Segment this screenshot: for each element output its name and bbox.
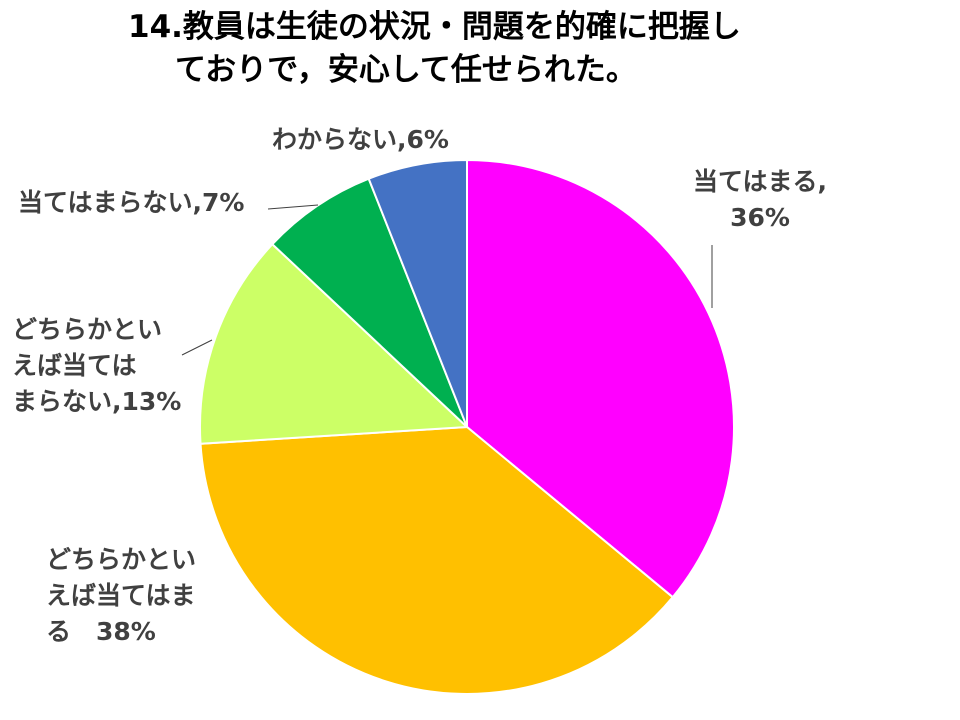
data-label-5-line-1: わからない,6%: [272, 125, 449, 154]
data-label-1-line-2: 36%: [730, 203, 790, 232]
pie-slice-3: [199, 242, 470, 445]
leader-line-4: [267, 204, 319, 210]
data-label-5: わからない,6%: [272, 125, 449, 154]
pie-slice-1: [466, 158, 735, 599]
data-label-2-line-1: どちらかとい: [46, 545, 196, 574]
data-labels: 当てはまる, 36%どちらかといえば当てはまる 38%どちらかといえば当てはまらな…: [12, 125, 827, 646]
data-label-3: どちらかといえば当てはまらない,13%: [12, 315, 181, 416]
data-label-3-line-2: えば当ては: [12, 351, 137, 380]
leader-lines: [181, 204, 713, 356]
pie-slice-5: [367, 158, 468, 428]
pie-slices: [199, 158, 735, 695]
pie-slice-2: [199, 425, 675, 695]
data-label-2: どちらかといえば当てはまる 38%: [46, 545, 196, 646]
data-label-3-line-1: どちらかとい: [12, 315, 162, 344]
chart-title-line-2: ておりで，安心して任せられた。: [175, 52, 637, 88]
pie-slice-4: [270, 177, 468, 428]
leader-line-3: [181, 339, 213, 356]
data-label-4: 当てはまらない,7%: [18, 188, 244, 217]
data-label-4-line-1: 当てはまらない,7%: [18, 188, 244, 217]
data-label-2-line-2: えば当てはま: [46, 581, 196, 610]
data-label-3-line-3: まらない,13%: [12, 387, 181, 416]
chart-title-line-1: 14.教員は生徒の状況・問題を的確に把握し: [128, 9, 741, 45]
data-label-1: 当てはまる, 36%: [693, 167, 827, 232]
chart-title: 14.教員は生徒の状況・問題を的確に把握し ておりで，安心して任せられた。: [128, 9, 741, 88]
data-label-2-line-3: る 38%: [46, 617, 156, 646]
data-label-1-line-1: 当てはまる,: [693, 167, 827, 196]
